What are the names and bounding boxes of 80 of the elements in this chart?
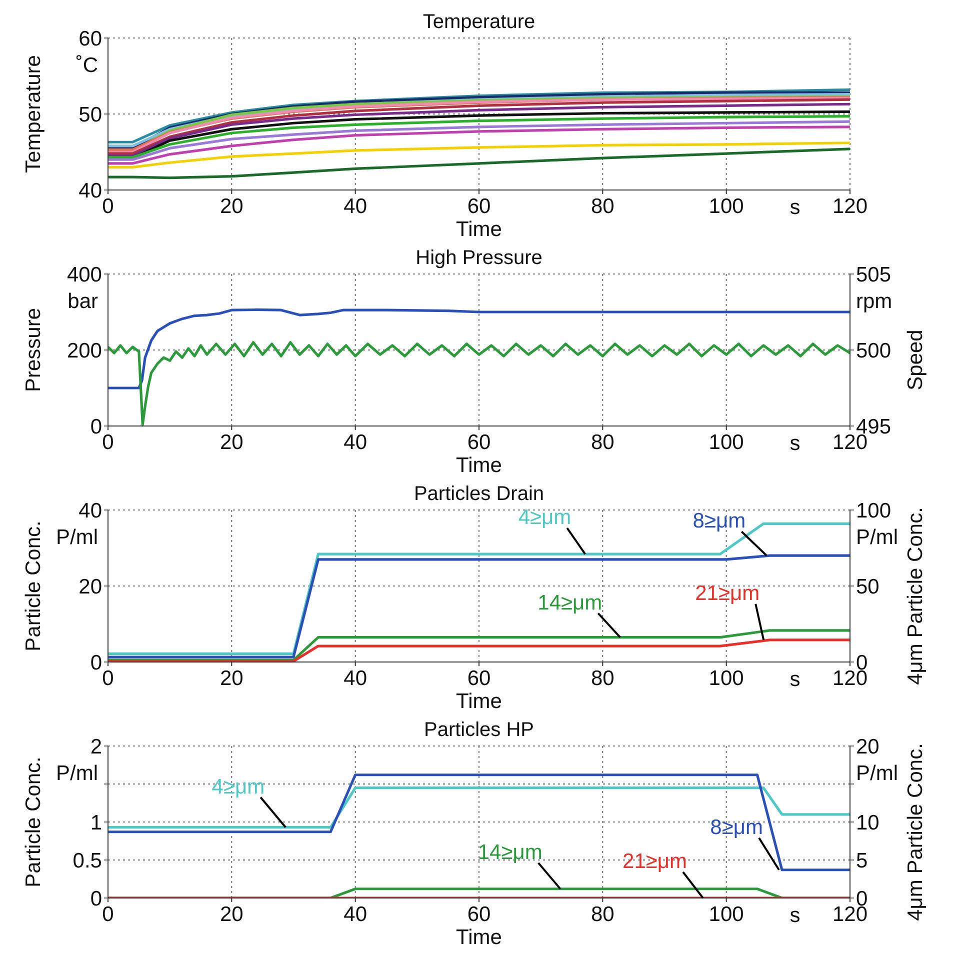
x-tick-label: 120 [832,194,868,218]
x-tick-label: 20 [220,194,244,218]
line-series [108,148,850,180]
chart-title: Temperature [422,11,536,33]
x-axis-title: Time [456,454,502,477]
x-tick-label: 100 [708,194,744,218]
text: rpm [856,290,892,313]
x-tick-label: 40 [344,194,368,218]
y-tick-label: 1 [90,811,102,834]
x-tick-label: 20 [220,666,244,690]
text: P/ml [56,762,98,785]
x-tick-label: 60 [467,430,491,454]
chart-title: Particles HP [424,719,534,741]
text: s [790,668,800,691]
y-tick-label: 60 [78,27,102,50]
series-label: 4≥μm [212,775,265,798]
y2-tick-label: 20 [856,735,880,758]
y-axis-title: Particle Conc. [22,520,45,652]
x-axis-title: Time [456,690,502,713]
text: s [790,904,800,927]
y-tick-label: 0.5 [72,849,102,872]
x-tick-label: 40 [344,902,368,926]
x-tick-label: 100 [708,430,744,454]
series-label: 21≥μm [695,582,760,605]
series-label: 8≥μm [710,816,763,839]
y2-tick-label: 50 [856,575,880,598]
y-tick-label: 0 [90,415,102,438]
x-tick-label: 60 [467,194,491,218]
text: P/ml [856,762,898,785]
y-tick-label: 40 [78,499,102,522]
x-tick-label: 20 [220,430,244,454]
x-tick-label: 60 [467,902,491,926]
x-tick-label: 100 [708,666,744,690]
x-tick-label: 100 [708,902,744,926]
x-tick-label: 80 [590,430,614,454]
y-axis-title: Particle Conc. [22,756,45,888]
series-label: 8≥μm [692,510,746,533]
x-tick-label: 40 [344,430,368,454]
y2-tick-label: 505 [856,263,892,286]
text: s [790,196,800,219]
series-label: 21≥μm [622,850,687,873]
y2-tick-label: 100 [856,499,892,522]
x-tick-label: 80 [590,666,614,690]
y-tick-label: 50 [78,103,102,126]
y2-tick-label: 5 [856,849,868,872]
y-tick-label: 40 [78,179,102,202]
text: P/ml [56,526,98,549]
y2-tick-label: 500 [856,339,892,362]
y-tick-label: 0 [90,887,102,910]
x-tick-label: 60 [467,666,491,690]
text: ˚C [76,54,98,77]
y-tick-label: 2 [90,735,102,758]
y-tick-label: 400 [66,263,102,286]
y-axis-title: Temperature [22,55,45,173]
y2-axis-title: 4μm Particle Conc. [904,507,927,685]
y-tick-label: 200 [66,339,102,362]
y2-axis-title: Speed [904,330,927,390]
x-tick-label: 40 [344,666,368,690]
x-axis-title: Time [456,926,502,949]
series-label: 14≥μm [538,591,602,614]
line-series [108,308,850,390]
y-axis-title: Pressure [22,308,45,392]
x-axis-title: Time [456,218,502,241]
line-series [108,142,850,168]
y2-tick-label: 10 [856,811,880,834]
series-label: 4≥μm [518,506,572,530]
series-label: 14≥μm [478,840,542,864]
x-tick-label: 20 [220,902,244,926]
text: bar [68,290,98,313]
x-tick-label: 80 [590,194,614,218]
text: P/ml [856,526,898,549]
y-tick-label: 20 [78,575,102,598]
y-tick-label: 0 [90,651,102,674]
chart-title: High Pressure [416,247,542,269]
x-tick-label: 80 [590,902,614,926]
y2-axis-title: 4μm Particle Conc. [904,743,927,921]
text: s [790,432,800,455]
line-series [108,126,850,165]
line-series [108,120,850,161]
chart-title: Particles Drain [414,483,544,505]
